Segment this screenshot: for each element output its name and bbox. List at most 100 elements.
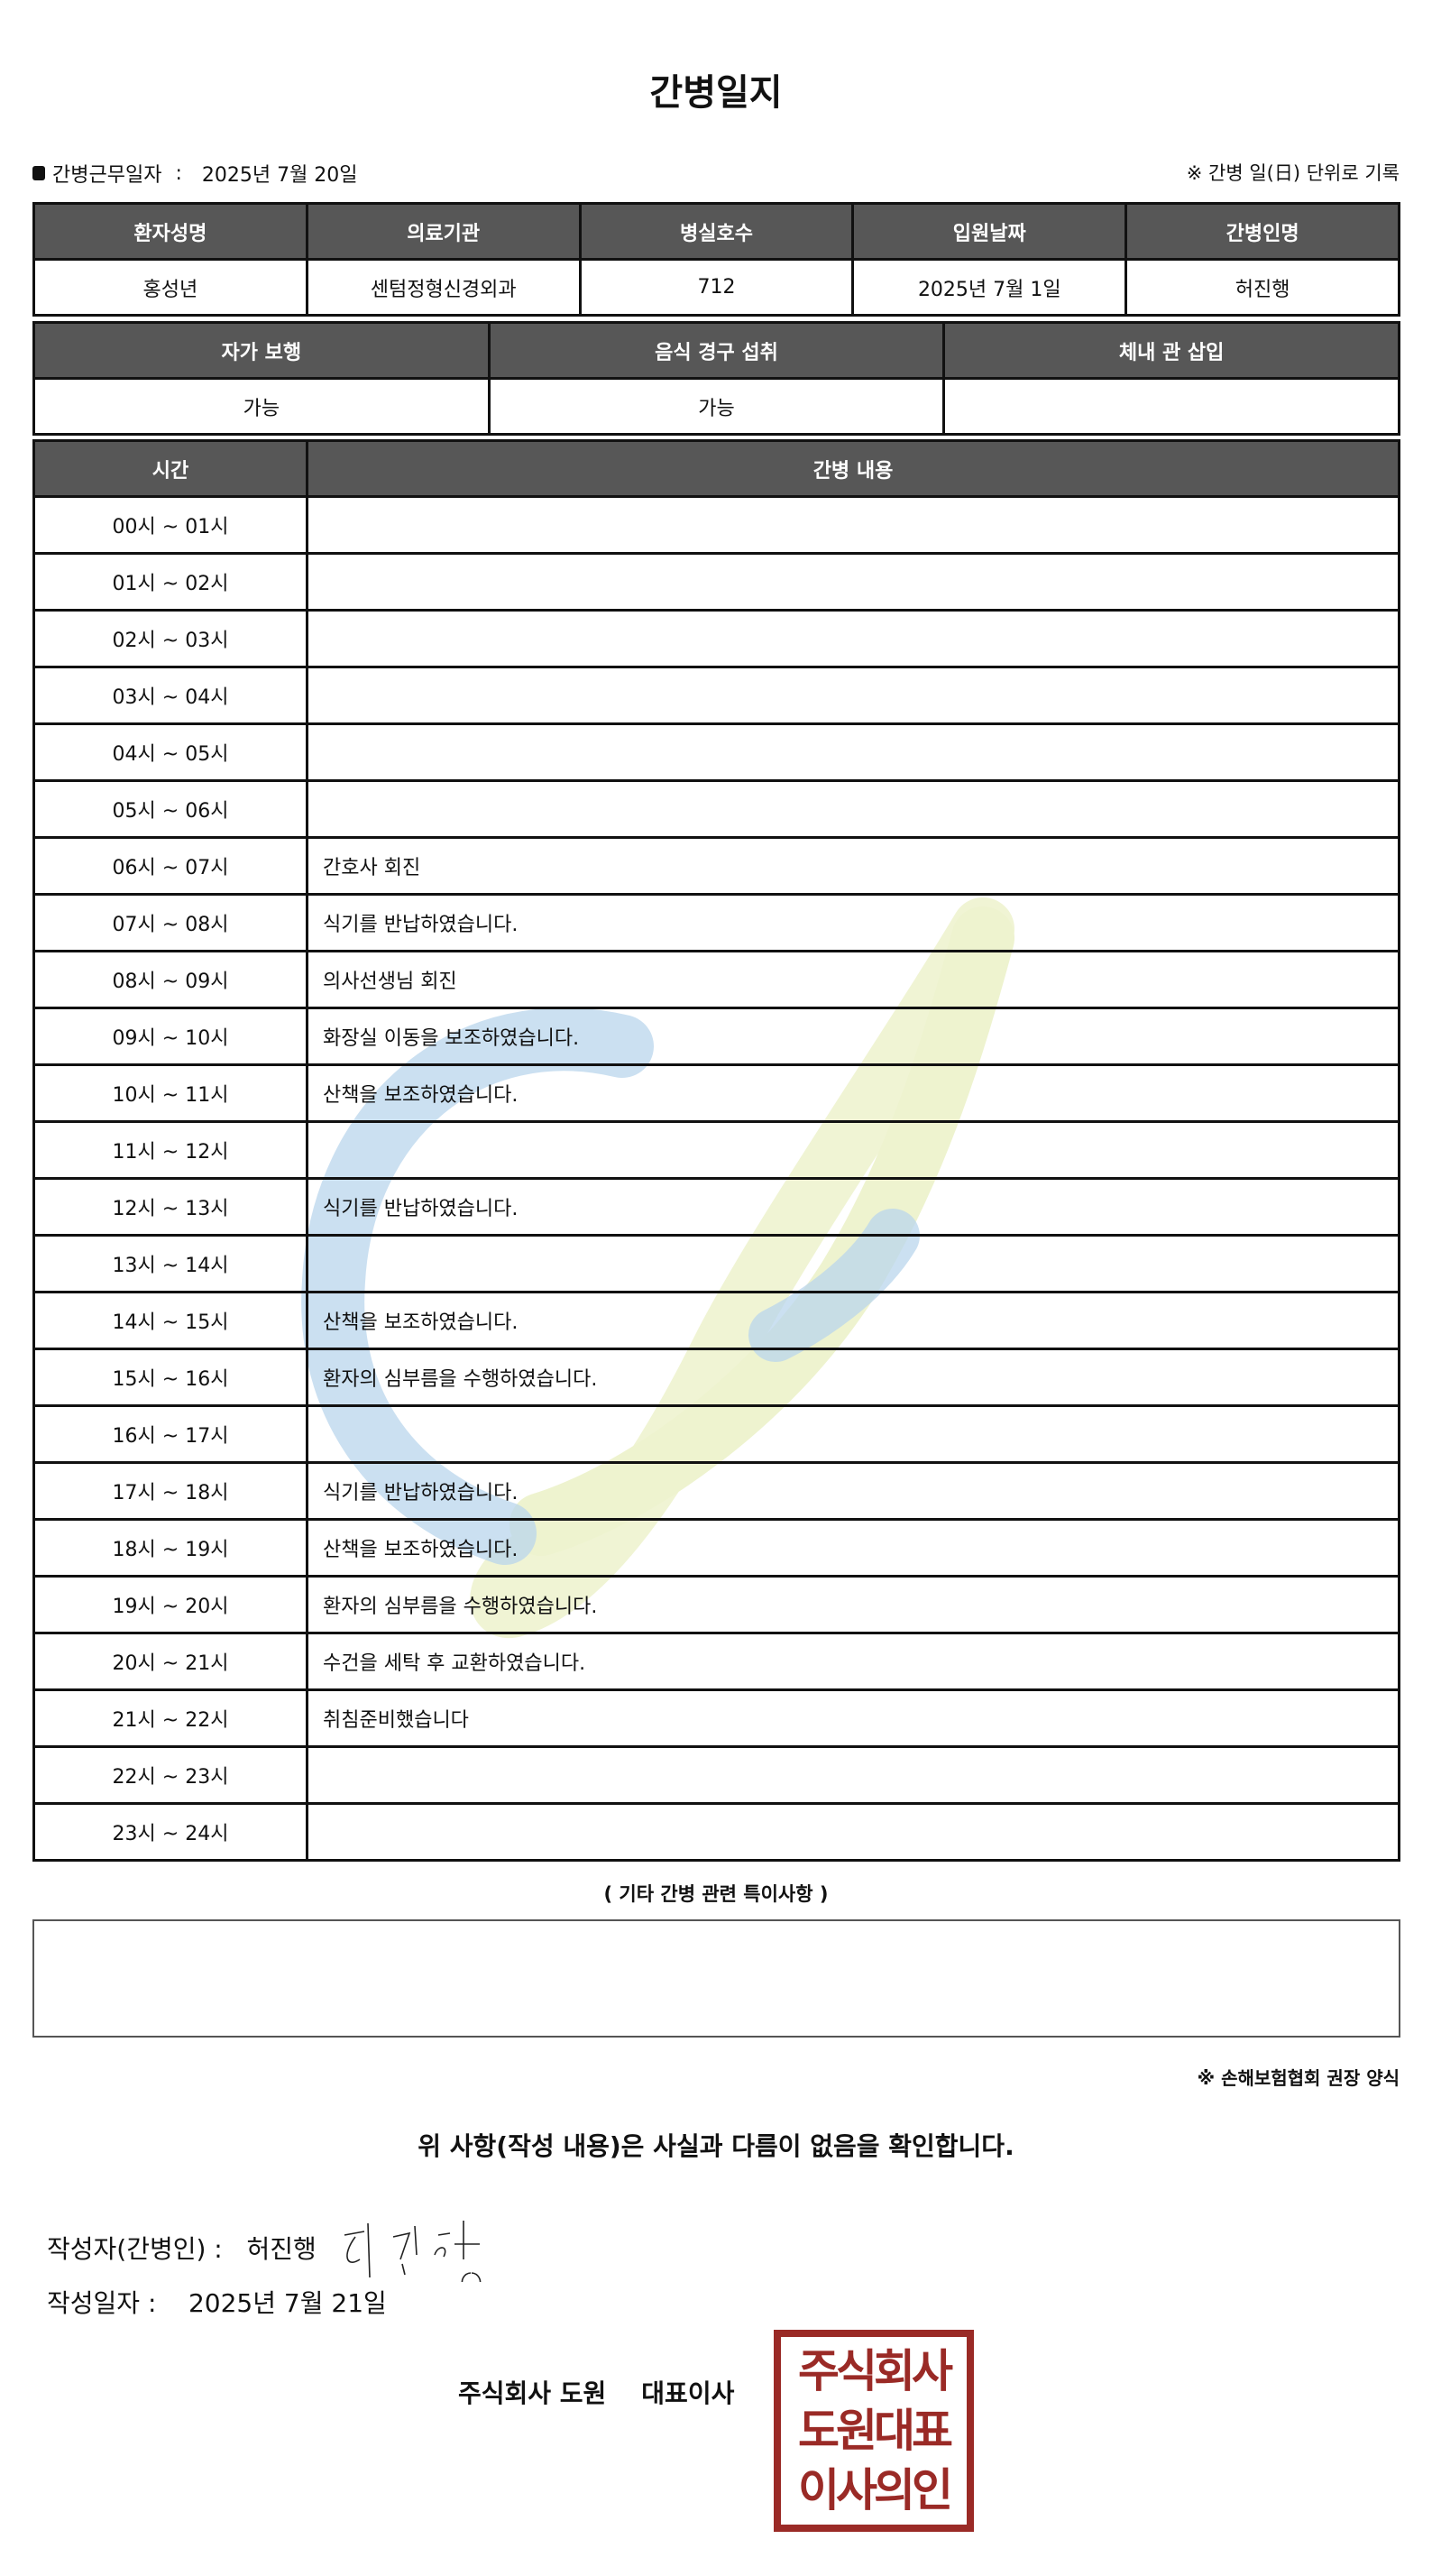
- content-cell: 환자의 심부름을 수행하였습니다.: [306, 1575, 1400, 1634]
- table-row: 09시 ~ 10시 화장실 이동을 보조하였습니다.: [32, 1007, 1400, 1066]
- table-row: 22시 ~ 23시: [32, 1745, 1400, 1805]
- time-cell: 23시 ~ 24시: [32, 1802, 308, 1862]
- header-cell: 입원날짜: [851, 202, 1128, 261]
- company-seal: 주식회사 도원대표 이사의인: [774, 2330, 974, 2532]
- time-cell: 01시 ~ 02시: [32, 552, 308, 612]
- time-cell: 20시 ~ 21시: [32, 1632, 308, 1691]
- table-row: 04시 ~ 05시: [32, 722, 1400, 782]
- table-row: 13시 ~ 14시: [32, 1234, 1400, 1293]
- table-row: 20시 ~ 21시 수건을 세탁 후 교환하였습니다.: [32, 1632, 1400, 1691]
- hospital: 센텀정형신경외과: [305, 258, 582, 317]
- time-cell: 02시 ~ 03시: [32, 609, 308, 668]
- table-row: 18시 ~ 19시 산책을 보조하였습니다.: [32, 1518, 1400, 1578]
- table-row: 12시 ~ 13시 식기를 반납하였습니다.: [32, 1177, 1400, 1237]
- table-row: 23시 ~ 24시: [32, 1802, 1400, 1862]
- signature: [344, 2221, 481, 2292]
- content-cell: 환자의 심부름을 수행하였습니다.: [306, 1348, 1400, 1407]
- seal-line: 이사의인: [798, 2464, 953, 2516]
- table-row: 16시 ~ 17시: [32, 1404, 1400, 1464]
- time-cell: 09시 ~ 10시: [32, 1007, 308, 1066]
- time-cell: 11시 ~ 12시: [32, 1120, 308, 1180]
- notes-title: ( 기타 간병 관련 특이사항 ): [603, 1883, 829, 1905]
- time-cell: 14시 ~ 15시: [32, 1291, 308, 1350]
- company-name: 주식회사 도원 대표이사: [458, 2378, 735, 2408]
- oral-intake: 가능: [487, 377, 946, 436]
- content-cell: [306, 779, 1400, 839]
- table-row: 10시 ~ 11시 산책을 보조하였습니다.: [32, 1063, 1400, 1123]
- time-cell: 00시 ~ 01시: [32, 495, 308, 555]
- bullet-icon: [32, 166, 45, 180]
- time-cell: 08시 ~ 09시: [32, 950, 308, 1009]
- confirmation-statement: 위 사항(작성 내용)은 사실과 다름이 없음을 확인합니다.: [418, 2131, 1014, 2161]
- time-cell: 07시 ~ 08시: [32, 893, 308, 952]
- patient-info-table: 환자성명 의료기관 병실호수 입원날짜 간병인명 홍성년 센텀정형신경외과 712 2025년…: [32, 202, 1400, 317]
- tube-insertion: [942, 377, 1400, 436]
- table-row: 19시 ~ 20시 환자의 심부름을 수행하였습니다.: [32, 1575, 1400, 1634]
- write-date: 작성일자 : 2025년 7월 21일: [47, 2284, 387, 2320]
- content-cell: 산책을 보조하였습니다.: [306, 1291, 1400, 1350]
- table-row: 21시 ~ 22시 취침준비했습니다: [32, 1688, 1400, 1748]
- content-cell: [306, 722, 1400, 782]
- content-cell: 간호사 회진: [306, 836, 1400, 896]
- time-cell: 18시 ~ 19시: [32, 1518, 308, 1578]
- time-cell: 15시 ~ 16시: [32, 1348, 308, 1407]
- content-cell: [306, 609, 1400, 668]
- header-cell: 의료기관: [305, 202, 582, 261]
- content-cell: 화장실 이동을 보조하였습니다.: [306, 1007, 1400, 1066]
- content-cell: 산책을 보조하였습니다.: [306, 1063, 1400, 1123]
- content-cell: [306, 1404, 1400, 1464]
- work-date-label: 간병근무일자: [52, 164, 162, 187]
- notes-box: [32, 1919, 1400, 2038]
- time-cell: 12시 ~ 13시: [32, 1177, 308, 1237]
- header-time: 시간: [32, 439, 308, 498]
- header-cell: 환자성명: [32, 202, 308, 261]
- time-cell: 13시 ~ 14시: [32, 1234, 308, 1293]
- work-date-value: 2025년 7월 20일: [201, 164, 358, 187]
- caregiver-name: 허진행: [1124, 258, 1400, 317]
- seal-line: 도원대표: [798, 2405, 953, 2457]
- time-cell: 17시 ~ 18시: [32, 1461, 308, 1521]
- header-cell: 간병인명: [1124, 202, 1400, 261]
- content-cell: 식기를 반납하였습니다.: [306, 1177, 1400, 1237]
- time-cell: 21시 ~ 22시: [32, 1688, 308, 1748]
- table-row: 15시 ~ 16시 환자의 심부름을 수행하였습니다.: [32, 1348, 1400, 1407]
- work-date: 간병근무일자 : 2025년 7월 20일: [32, 159, 358, 188]
- writer-name: 허진행: [246, 2234, 317, 2264]
- table-row: 00시 ~ 01시: [32, 495, 1400, 555]
- writer-label: 작성자(간병인) :: [47, 2234, 223, 2264]
- patient-name: 홍성년: [32, 258, 308, 317]
- care-log-table: 시간 간병 내용 00시 ~ 01시 01시 ~ 02시 02시 ~ 03시 03시 ~…: [32, 439, 1400, 1862]
- header-cell: 자가 보행: [32, 321, 491, 380]
- colon: :: [169, 161, 195, 185]
- admission-date: 2025년 7월 1일: [851, 258, 1128, 317]
- writer: 작성자(간병인) : 허진행: [47, 2219, 500, 2292]
- content-cell: [306, 552, 1400, 612]
- table-row: 03시 ~ 04시: [32, 666, 1400, 725]
- content-cell: [306, 1234, 1400, 1293]
- patient-status-table: 자가 보행 음식 경구 섭취 체내 관 삽입 가능 가능: [32, 321, 1400, 436]
- record-note: ※ 간병 일(日) 단위로 기록: [1186, 162, 1400, 184]
- time-cell: 10시 ~ 11시: [32, 1063, 308, 1123]
- content-cell: 식기를 반납하였습니다.: [306, 1461, 1400, 1521]
- header-content: 간병 내용: [306, 439, 1400, 498]
- table-row: 05시 ~ 06시: [32, 779, 1400, 839]
- time-cell: 06시 ~ 07시: [32, 836, 308, 896]
- content-cell: 산책을 보조하였습니다.: [306, 1518, 1400, 1578]
- table-row: 08시 ~ 09시 의사선생님 회진: [32, 950, 1400, 1009]
- seal-line: 주식회사: [798, 2345, 953, 2397]
- time-cell: 22시 ~ 23시: [32, 1745, 308, 1805]
- write-date-value: 2025년 7월 21일: [188, 2288, 387, 2318]
- table-row: 14시 ~ 15시 산책을 보조하였습니다.: [32, 1291, 1400, 1350]
- page-title: 간병일지: [649, 72, 783, 114]
- content-cell: [306, 666, 1400, 725]
- time-cell: 03시 ~ 04시: [32, 666, 308, 725]
- header-cell: 음식 경구 섭취: [487, 321, 946, 380]
- content-cell: [306, 1745, 1400, 1805]
- room-number: 712: [578, 258, 855, 317]
- content-cell: 수건을 세탁 후 교환하였습니다.: [306, 1632, 1400, 1691]
- table-row: 01시 ~ 02시: [32, 552, 1400, 612]
- content-cell: 의사선생님 회진: [306, 950, 1400, 1009]
- header-cell: 병실호수: [578, 202, 855, 261]
- time-cell: 16시 ~ 17시: [32, 1404, 308, 1464]
- write-date-label: 작성일자 :: [47, 2288, 157, 2318]
